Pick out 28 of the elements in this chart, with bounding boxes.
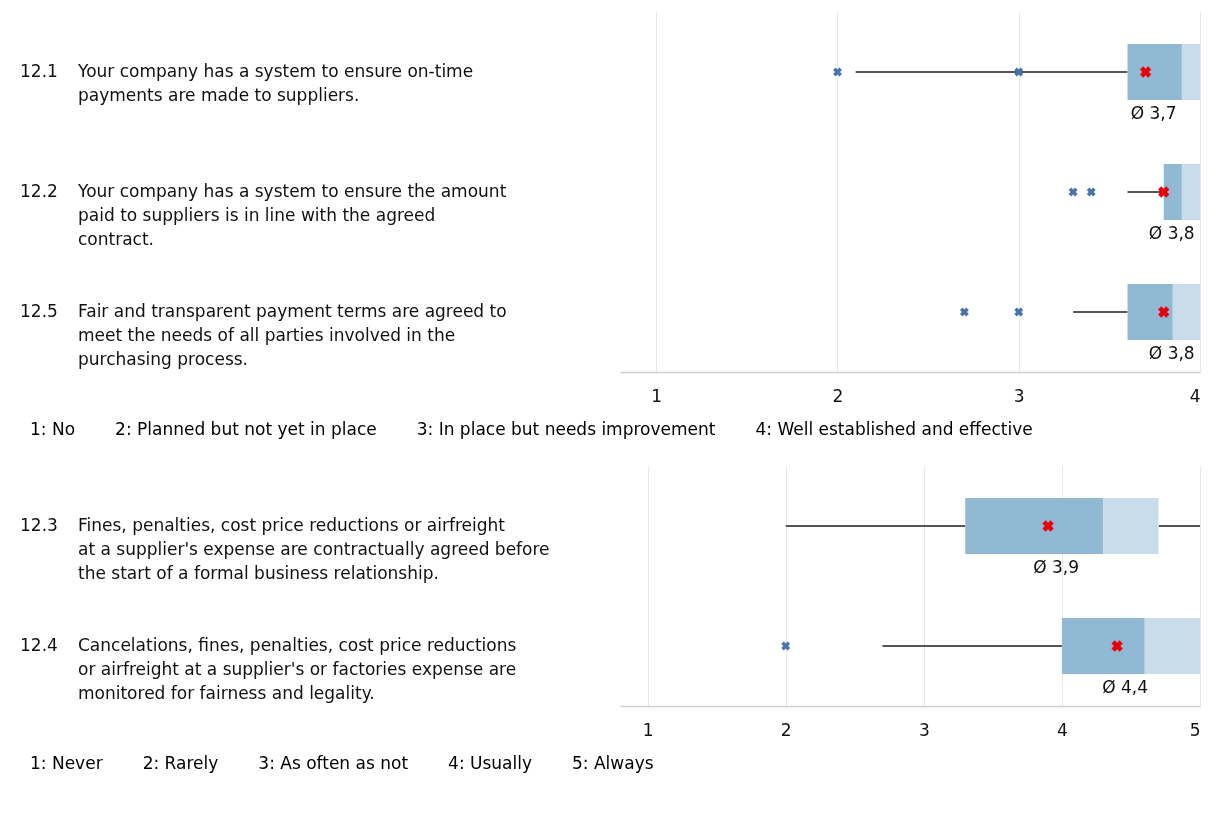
- annotation: Ø 3,8: [1148, 223, 1195, 243]
- annotation: Ø 3,9: [1033, 557, 1080, 577]
- category-label: 12.3 Fines, penalties, cost price reductions or airfreight at a supplier's expense are contractually agreed before the start of a formal business relationship.: [20, 515, 550, 583]
- category-label: 12.4 Cancelations, fines, penalties, cost price reductions or airfreight at a supplier's or factories expense are monitored for fairness and legality.: [20, 635, 517, 703]
- text: 1: No: [30, 419, 76, 439]
- text: 4: Well established and effective: [755, 419, 1033, 439]
- text: 4: Usually: [448, 753, 533, 773]
- x-tick-label: 5: [1189, 719, 1201, 740]
- annotation: Ø 3,7: [1130, 103, 1177, 123]
- x-tick-label: 2: [832, 385, 844, 406]
- category-label: 12.1 Your company has a system to ensure on-time payments are made to suppliers.: [20, 61, 474, 105]
- x-tick-label: 4: [1056, 719, 1068, 740]
- annotation: Ø 4,4: [1102, 677, 1149, 697]
- text: 2: Planned but not yet in place: [115, 419, 377, 439]
- x-tick-label: 1: [651, 385, 663, 406]
- x-tick-label: 3: [1013, 385, 1025, 406]
- x-tick-label: 2: [780, 719, 792, 740]
- x-tick-label: 1: [642, 719, 654, 740]
- category-label: 12.2 Your company has a system to ensure the amount paid to suppliers is in line with the agreed contract.: [20, 181, 507, 249]
- text: 5: Always: [572, 753, 654, 773]
- text: 3: In place but needs improvement: [416, 419, 716, 439]
- category-label: 12.5 Fair and transparent payment terms are agreed to meet the needs of all parties involved in the purchasing process.: [20, 301, 507, 369]
- text: 2: Rarely: [142, 753, 219, 773]
- text: 3: As often as not: [258, 753, 409, 773]
- x-tick-label: 3: [918, 719, 930, 740]
- x-tick-label: 4: [1189, 385, 1201, 406]
- annotation: Ø 3,8: [1148, 343, 1195, 363]
- text: 1: Never: [30, 753, 103, 773]
